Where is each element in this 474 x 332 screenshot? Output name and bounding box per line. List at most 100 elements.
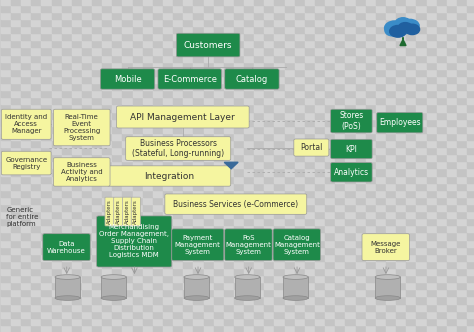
Bar <box>274 26 284 33</box>
Text: Adapters: Adapters <box>125 199 129 224</box>
Bar <box>52 12 62 19</box>
FancyBboxPatch shape <box>107 166 231 186</box>
Bar <box>62 311 72 318</box>
Bar <box>386 183 396 190</box>
Bar <box>11 318 21 325</box>
Bar <box>234 311 244 318</box>
Bar <box>406 275 416 282</box>
Bar <box>1 311 11 318</box>
Bar <box>437 261 447 268</box>
Bar <box>163 168 173 176</box>
Bar <box>356 211 366 218</box>
Bar <box>366 247 376 254</box>
Bar <box>11 54 21 62</box>
Bar <box>406 97 416 104</box>
Bar <box>183 140 193 147</box>
Bar <box>264 104 274 112</box>
Text: Analytics: Analytics <box>334 168 369 177</box>
Bar <box>437 318 447 325</box>
Bar <box>112 133 122 140</box>
FancyBboxPatch shape <box>158 69 221 89</box>
Bar <box>274 5 284 12</box>
Bar <box>224 183 234 190</box>
Bar <box>173 69 183 76</box>
Bar <box>72 69 82 76</box>
Bar <box>41 147 52 154</box>
Bar <box>52 303 62 311</box>
Bar <box>376 296 386 303</box>
Bar <box>437 154 447 161</box>
Bar <box>133 289 143 296</box>
Bar <box>386 282 396 289</box>
Bar <box>264 311 274 318</box>
Bar <box>31 318 41 325</box>
Bar <box>224 254 234 261</box>
Bar <box>305 19 315 26</box>
Bar <box>325 0 335 5</box>
Bar <box>112 318 122 325</box>
Bar <box>406 119 416 126</box>
Bar <box>366 0 376 5</box>
Bar <box>295 69 305 76</box>
Bar <box>254 204 264 211</box>
Bar <box>356 282 366 289</box>
Bar <box>62 147 72 154</box>
Bar <box>224 154 234 161</box>
Text: Integration: Integration <box>144 172 194 181</box>
Bar <box>234 140 244 147</box>
Bar <box>325 261 335 268</box>
Bar <box>1 26 11 33</box>
Bar <box>457 97 467 104</box>
Bar <box>82 83 92 90</box>
FancyBboxPatch shape <box>43 234 90 261</box>
Bar <box>92 325 102 332</box>
Bar <box>437 19 447 26</box>
Bar <box>52 176 62 183</box>
Bar <box>21 54 31 62</box>
Bar <box>335 325 346 332</box>
Bar <box>153 289 163 296</box>
Bar <box>315 311 325 318</box>
Bar <box>467 133 474 140</box>
Bar <box>457 104 467 112</box>
Bar <box>122 119 133 126</box>
Bar <box>346 47 356 54</box>
Bar <box>193 282 203 289</box>
Bar <box>447 5 457 12</box>
Bar <box>203 268 214 275</box>
Bar <box>163 311 173 318</box>
Bar <box>284 90 295 97</box>
Bar <box>274 176 284 183</box>
Bar <box>244 62 254 69</box>
Bar <box>396 218 406 225</box>
Bar <box>305 41 315 47</box>
Bar <box>102 176 112 183</box>
Bar <box>112 126 122 133</box>
Bar <box>52 119 62 126</box>
Bar <box>305 54 315 62</box>
Bar <box>122 311 133 318</box>
Bar <box>173 303 183 311</box>
Bar <box>356 261 366 268</box>
Bar <box>72 12 82 19</box>
Bar <box>386 147 396 154</box>
Bar <box>21 268 31 275</box>
Bar <box>295 119 305 126</box>
Bar <box>82 275 92 282</box>
Bar <box>11 275 21 282</box>
Bar <box>234 76 244 83</box>
Bar <box>82 303 92 311</box>
Bar <box>244 282 254 289</box>
Bar <box>427 147 437 154</box>
Bar <box>346 69 356 76</box>
Bar <box>396 154 406 161</box>
Bar <box>82 5 92 12</box>
Bar <box>325 318 335 325</box>
Bar <box>163 161 173 168</box>
Bar <box>92 247 102 254</box>
Bar <box>305 76 315 83</box>
Bar <box>264 183 274 190</box>
Bar <box>224 303 234 311</box>
Bar <box>224 282 234 289</box>
Bar <box>214 133 224 140</box>
